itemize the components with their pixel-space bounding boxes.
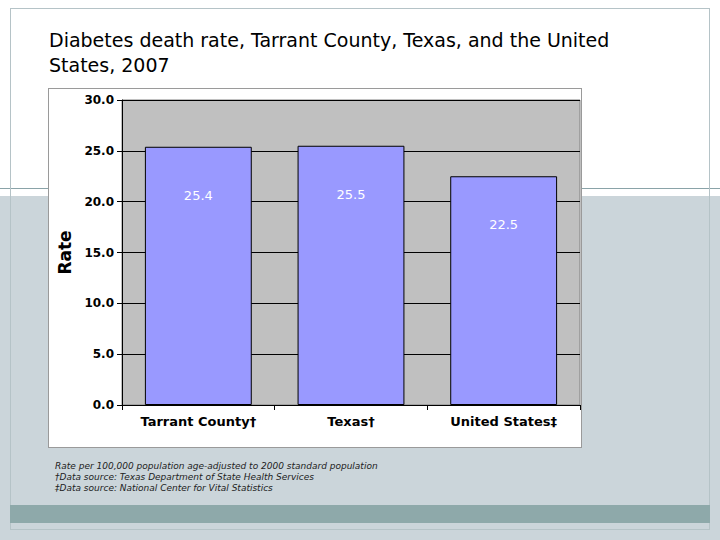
svg-text:United States‡: United States‡ — [450, 414, 557, 429]
svg-text:†Data source: Texas Department: †Data source: Texas Department of State … — [55, 472, 314, 482]
svg-text:25.0: 25.0 — [84, 144, 114, 158]
svg-text:30.0: 30.0 — [84, 93, 114, 107]
svg-text:States, 2007: States, 2007 — [49, 54, 170, 76]
svg-text:0.0: 0.0 — [93, 398, 114, 412]
svg-text:22.5: 22.5 — [489, 217, 518, 232]
svg-text:20.0: 20.0 — [84, 195, 114, 209]
svg-text:Texas†: Texas† — [327, 414, 375, 429]
svg-text:Tarrant County†: Tarrant County† — [140, 414, 256, 429]
svg-text:25.4: 25.4 — [184, 188, 213, 203]
svg-text:Diabetes death rate, Tarrant C: Diabetes death rate, Tarrant County, Tex… — [49, 29, 615, 51]
svg-text:‡Data source: National Center: ‡Data source: National Center for Vital … — [54, 483, 273, 493]
svg-text:25.5: 25.5 — [337, 187, 366, 202]
svg-text:Rate per 100,000 population ag: Rate per 100,000 population age-adjusted… — [55, 461, 378, 471]
svg-text:Rate: Rate — [55, 230, 75, 274]
svg-text:10.0: 10.0 — [84, 296, 114, 310]
svg-text:15.0: 15.0 — [84, 246, 114, 260]
svg-text:5.0: 5.0 — [93, 347, 114, 361]
